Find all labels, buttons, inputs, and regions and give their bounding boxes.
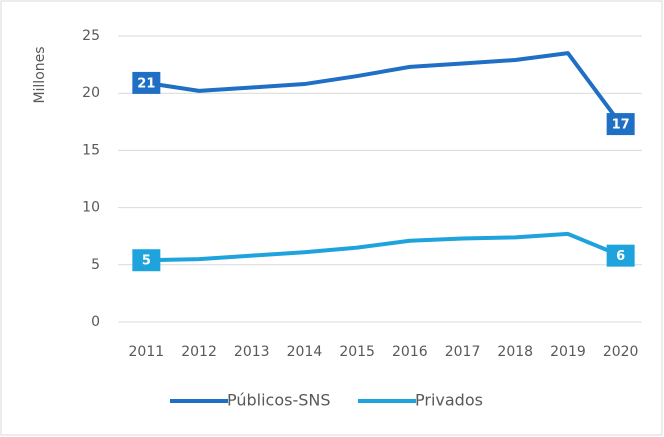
data-label-box <box>606 113 635 136</box>
data-label: 17 <box>612 118 630 133</box>
data-label-box <box>132 249 161 272</box>
x-tick-label: 2016 <box>392 344 428 360</box>
x-tick-label: 2020 <box>603 344 639 360</box>
x-tick-label: 2017 <box>445 344 481 360</box>
x-tick-label: 2012 <box>181 344 217 360</box>
y-tick-label: 15 <box>82 142 100 158</box>
x-tick-label: 2013 <box>234 344 270 360</box>
line-series <box>146 51 623 126</box>
data-label: 5 <box>142 254 151 269</box>
legend-label: Privados <box>415 391 483 410</box>
y-tick-label: 25 <box>82 28 100 44</box>
x-tick-label: 2011 <box>129 344 165 360</box>
y-axis-label: Millones <box>32 46 48 103</box>
data-label-box <box>132 71 161 94</box>
data-label: 6 <box>616 249 625 264</box>
y-tick-label: 20 <box>82 85 100 101</box>
x-tick-label: 2019 <box>550 344 586 360</box>
x-tick-label: 2014 <box>287 344 323 360</box>
legend-label: Públicos-SNS <box>227 391 331 410</box>
y-tick-label: 5 <box>91 257 100 273</box>
data-label-box <box>606 244 635 267</box>
x-tick-label: 2018 <box>497 344 533 360</box>
y-tick-label: 0 <box>91 314 100 330</box>
line-series <box>146 231 622 263</box>
data-label: 21 <box>137 76 155 91</box>
x-tick-label: 2015 <box>339 344 375 360</box>
y-tick-label: 10 <box>82 200 100 216</box>
